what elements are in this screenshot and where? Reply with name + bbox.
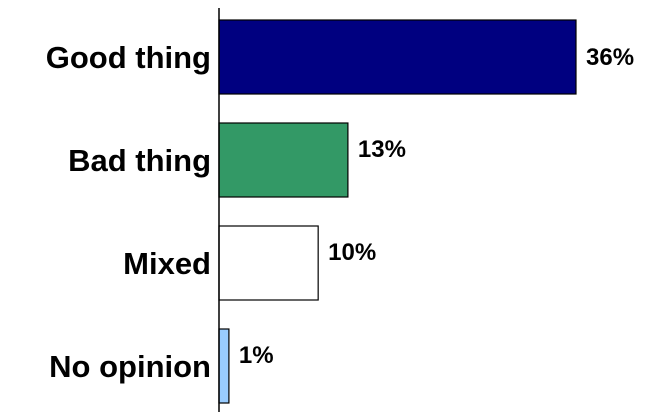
value-label-no-opinion: 1% — [239, 342, 274, 369]
bar-mixed — [218, 225, 319, 301]
bars-layer — [218, 19, 577, 404]
category-label-no-opinion: No opinion — [49, 349, 211, 384]
value-label-mixed: 10% — [328, 239, 376, 266]
labels-layer: Good thing 36% Bad thing 13% Mixed 10% No opin… — [46, 40, 634, 384]
value-label-bad-thing: 13% — [358, 136, 406, 163]
bar-good-thing — [218, 19, 577, 95]
bar-no-opinion — [218, 328, 230, 404]
bar-bad-thing — [218, 122, 349, 198]
category-label-mixed: Mixed — [123, 246, 211, 281]
category-label-good-thing: Good thing — [46, 40, 211, 75]
category-label-bad-thing: Bad thing — [68, 143, 211, 178]
value-label-good-thing: 36% — [586, 44, 634, 71]
